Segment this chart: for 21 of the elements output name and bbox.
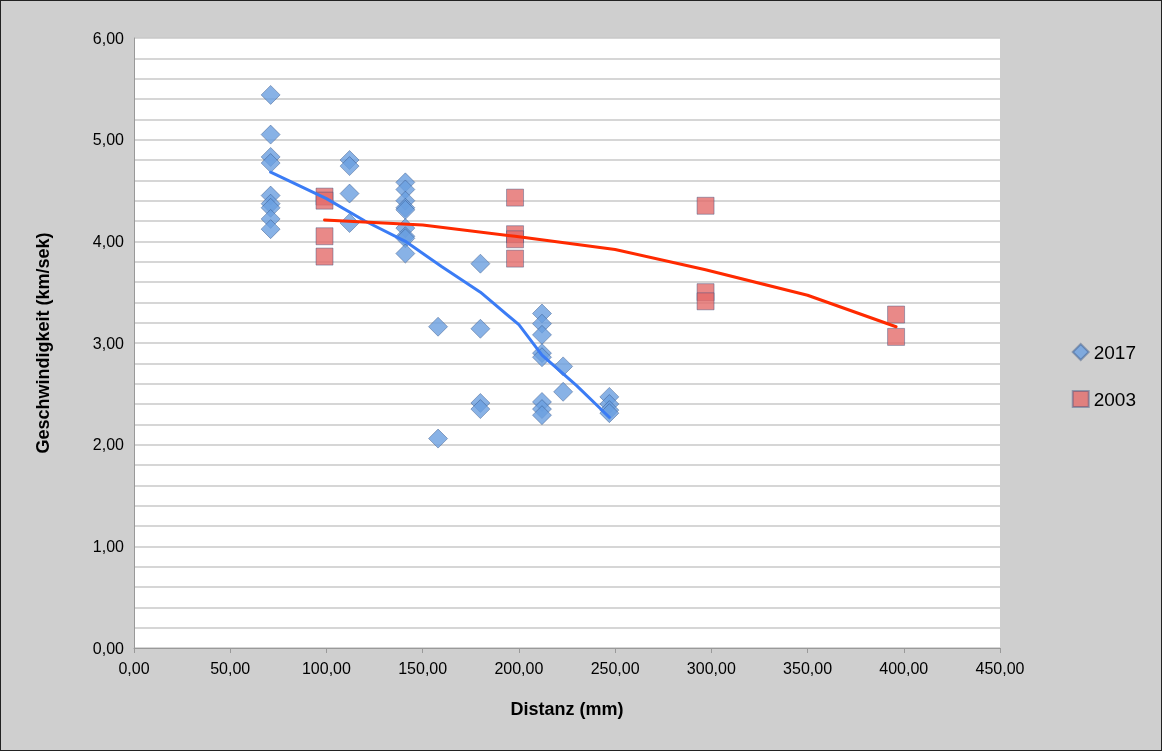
- x-tick-label: 300,00: [686, 659, 736, 677]
- x-tick-label: 50,00: [210, 659, 251, 677]
- x-tick-label: 350,00: [783, 659, 833, 677]
- x-tick-label: 400,00: [879, 659, 929, 677]
- y-tick-label: 0,00: [92, 639, 125, 657]
- x-tick-label: 100,00: [301, 659, 352, 677]
- x-tick-label: 450,00: [975, 659, 1025, 677]
- x-tick-label: 250,00: [590, 659, 640, 677]
- y-tick-label: 3,00: [92, 334, 125, 352]
- legend-label: 2003: [1093, 388, 1137, 410]
- x-tick-label: 0,00: [118, 659, 150, 677]
- x-tick-label: 150,00: [398, 659, 448, 677]
- y-tick-label: 5,00: [92, 131, 125, 149]
- legend-label: 2017: [1093, 341, 1137, 363]
- y-tick-label: 6,00: [92, 29, 125, 47]
- y-axis-title: Geschwindigkeit (km/sek): [33, 232, 53, 454]
- x-axis-title: Distanz (mm): [510, 699, 624, 719]
- x-tick-label: 200,00: [494, 659, 544, 677]
- y-tick-label: 1,00: [92, 537, 125, 555]
- y-tick-label: 4,00: [92, 232, 125, 250]
- y-tick-label: 2,00: [92, 436, 125, 454]
